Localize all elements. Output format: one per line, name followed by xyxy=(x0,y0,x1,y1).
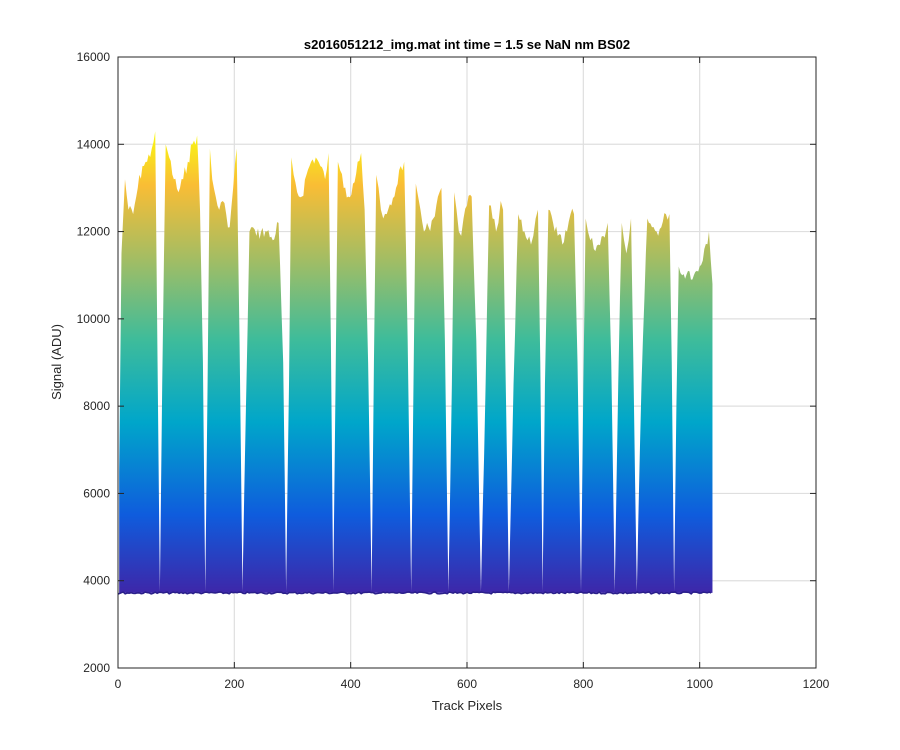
x-tick-label: 600 xyxy=(457,677,477,691)
y-tick-label: 4000 xyxy=(83,574,110,588)
y-tick-label: 8000 xyxy=(83,399,110,413)
signal-area xyxy=(119,131,713,593)
y-tick-label: 6000 xyxy=(83,486,110,500)
x-tick-label: 0 xyxy=(115,677,122,691)
y-tick-label: 2000 xyxy=(83,661,110,675)
y-tick-label: 14000 xyxy=(77,137,111,151)
x-tick-label: 200 xyxy=(224,677,244,691)
x-tick-label: 1200 xyxy=(803,677,830,691)
y-axis-label: Signal (ADU) xyxy=(49,324,64,400)
axis-ticks: 0 200 400 600 800 1000 1200 2000 4000 6000 8000 100… xyxy=(77,50,830,691)
x-tick-label: 1000 xyxy=(686,677,713,691)
baseline-edge xyxy=(118,591,712,595)
data-area xyxy=(118,131,713,595)
x-tick-label: 400 xyxy=(341,677,361,691)
y-tick-label: 10000 xyxy=(77,312,111,326)
x-tick-label: 800 xyxy=(573,677,593,691)
chart-title: s2016051212_img.mat int time = 1.5 se Na… xyxy=(304,37,630,52)
y-tick-label: 12000 xyxy=(77,225,111,239)
x-axis-label: Track Pixels xyxy=(432,698,503,713)
y-tick-label: 16000 xyxy=(77,50,111,64)
